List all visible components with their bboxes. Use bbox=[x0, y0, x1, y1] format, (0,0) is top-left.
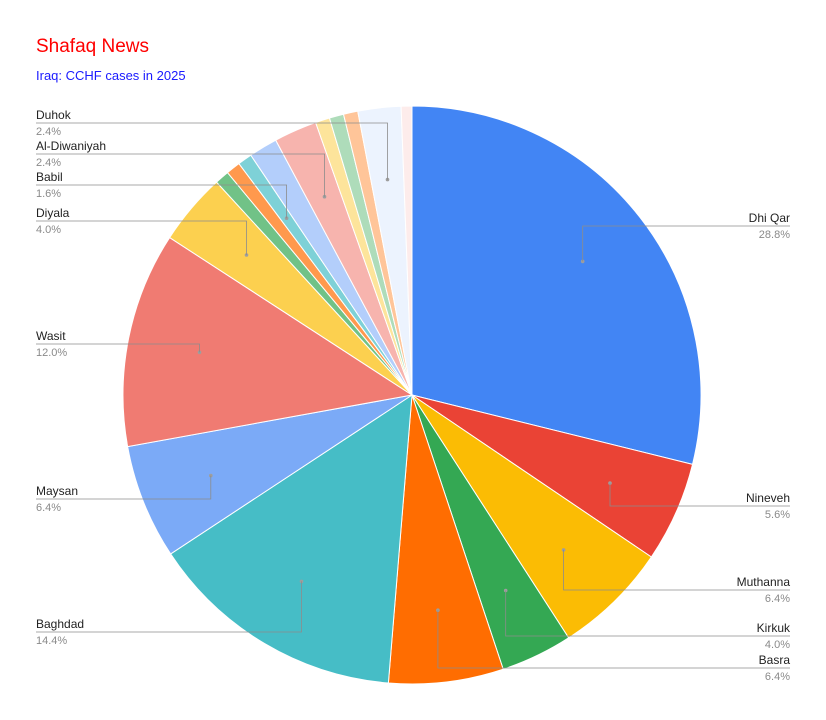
slice-label-percent: 14.4% bbox=[36, 635, 67, 647]
slice-label-percent: 5.6% bbox=[765, 509, 790, 521]
brand-title: Shafaq News bbox=[36, 36, 150, 57]
slice-label-name: Dhi Qar bbox=[749, 211, 790, 225]
slice-label-name: Kirkuk bbox=[757, 621, 791, 635]
leader-line bbox=[36, 343, 200, 353]
pie-labels: Dhi Qar 28.8% Nineveh 5.6% Muthanna 6.4% Kirku… bbox=[36, 108, 791, 683]
leader-line bbox=[437, 610, 790, 669]
pie-slices bbox=[122, 105, 702, 685]
slice-label-name: Al-Diwaniyah bbox=[36, 139, 106, 153]
slice-label-name: Baghdad bbox=[36, 617, 84, 631]
leader-line bbox=[36, 153, 325, 197]
leader-line bbox=[36, 184, 288, 219]
leader-line bbox=[36, 122, 388, 180]
pie-leader-lines bbox=[36, 122, 790, 669]
slice-label-percent: 12.0% bbox=[36, 347, 67, 359]
slice-label-percent: 28.8% bbox=[759, 229, 790, 241]
slice-label-percent: 6.4% bbox=[36, 502, 61, 514]
slice-label-name: Muthanna bbox=[737, 575, 791, 589]
slice-label-name: Duhok bbox=[36, 108, 72, 122]
slice-label-percent: 4.0% bbox=[36, 224, 61, 236]
leader-line bbox=[582, 225, 790, 262]
leader-line bbox=[609, 483, 790, 507]
slice-label-name: Diyala bbox=[36, 206, 70, 220]
slice-label-percent: 2.4% bbox=[36, 157, 61, 169]
slice-label-name: Nineveh bbox=[746, 491, 790, 505]
slice-label-percent: 6.4% bbox=[765, 593, 790, 605]
slice-label-percent: 6.4% bbox=[765, 671, 790, 683]
pie-slice-18 bbox=[400, 105, 413, 396]
slice-label-percent: 2.4% bbox=[36, 126, 61, 138]
slice-label-percent: 1.6% bbox=[36, 188, 61, 200]
pie-slice-baghdad bbox=[169, 394, 413, 684]
leader-dot bbox=[580, 259, 585, 264]
pie-slice-maysan bbox=[127, 394, 413, 555]
slice-label-name: Basra bbox=[759, 653, 791, 667]
slice-label-name: Maysan bbox=[36, 484, 78, 498]
pie-slice-basra bbox=[387, 394, 504, 685]
slice-label-percent: 4.0% bbox=[765, 639, 790, 651]
pie-slice-dhi-qar bbox=[411, 105, 702, 465]
leader-line bbox=[563, 549, 790, 591]
chart-subtitle: Iraq: CCHF cases in 2025 bbox=[36, 68, 186, 83]
slice-label-name: Babil bbox=[36, 170, 63, 184]
leader-line bbox=[36, 581, 302, 633]
slice-label-name: Wasit bbox=[36, 329, 66, 343]
pie-slice-wasit bbox=[122, 236, 414, 448]
pie-slice-muthanna bbox=[411, 394, 653, 639]
leader-line bbox=[505, 590, 790, 637]
leader-line bbox=[36, 475, 212, 500]
leader-line bbox=[36, 220, 247, 255]
